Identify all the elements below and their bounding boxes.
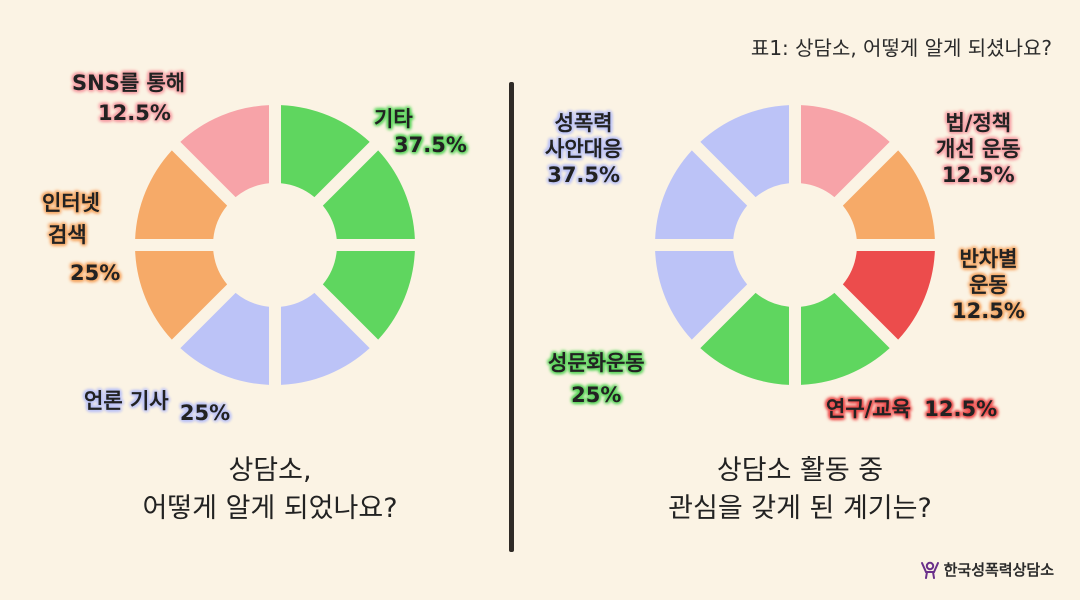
slice-label-violence-response-name-1: 성폭력 bbox=[554, 111, 613, 135]
slice-label-internet-name-1: 인터넷 bbox=[42, 191, 100, 215]
chart-1-slice-1-segment-3 bbox=[322, 250, 415, 340]
chart-2-slice-5 bbox=[655, 105, 790, 340]
chart-2-slice-4-segment-1 bbox=[800, 292, 890, 385]
person-arms-up-icon bbox=[920, 561, 939, 579]
chart-2-slice-2 bbox=[842, 150, 935, 240]
slice-label-press: 언론 기사 25% bbox=[84, 388, 230, 425]
chart-2-title: 상담소 활동 중 관심을 갖게 된 계기는? bbox=[585, 452, 1015, 528]
chart-1-slice-2-segment-1 bbox=[280, 292, 370, 385]
chart-2-slice-2-segment-1 bbox=[842, 150, 935, 240]
organization-name: 한국성폭력상담소 bbox=[943, 561, 1054, 579]
slice-label-sns-name: SNS를 통해 bbox=[72, 71, 186, 95]
slice-label-policy-value: 12.5% bbox=[941, 163, 1015, 187]
slice-label-anti-discrimination-value: 12.5% bbox=[952, 299, 1025, 323]
chart-2-slice-3-segment-1 bbox=[842, 250, 935, 340]
chart-2-title-line-1: 상담소 활동 중 bbox=[716, 455, 884, 486]
slice-label-etc-name: 기타 bbox=[374, 107, 413, 131]
chart-2-title-line-2: 관심을 갖게 된 계기는? bbox=[668, 493, 932, 524]
slice-label-sns: SNS를 통해 12.5% bbox=[72, 70, 185, 126]
slice-label-sex-culture: 성문화운동 25% bbox=[548, 350, 645, 408]
slice-label-internet-value: 25% bbox=[70, 261, 121, 285]
chart-1-slice-2-segment-2 bbox=[180, 292, 270, 385]
slice-label-policy-name-2: 개선 운동 bbox=[936, 137, 1021, 161]
slice-label-policy: 법/정책 개선 운동 12.5% bbox=[936, 110, 1021, 188]
chart-2-slice-5-segment-3 bbox=[700, 105, 790, 198]
chart-2-slice-1 bbox=[800, 105, 890, 198]
figure-caption: 표1: 상담소, 어떻게 알게 되셨나요? bbox=[750, 36, 1052, 60]
slice-label-internet-name-2: 검색 bbox=[48, 223, 87, 247]
slice-label-internet: 인터넷 검색 25% bbox=[42, 190, 120, 286]
organization-logo: 한국성폭력상담소 bbox=[920, 559, 1054, 580]
slice-label-violence-response: 성폭력 사안대응 37.5% bbox=[545, 110, 622, 188]
center-divider bbox=[509, 82, 514, 552]
slice-label-research-name: 연구/교육 bbox=[826, 397, 911, 421]
chart-2-slice-3 bbox=[842, 250, 935, 340]
slice-label-anti-discrimination: 반차별 운동 12.5% bbox=[952, 246, 1025, 324]
chart-1-slice-2 bbox=[180, 292, 370, 385]
slice-label-sex-culture-name: 성문화운동 bbox=[548, 351, 645, 375]
slice-label-press-value: 25% bbox=[179, 401, 231, 425]
slice-label-research: 연구/교육 12.5% bbox=[826, 396, 997, 422]
chart-2-slice-4 bbox=[700, 292, 890, 385]
chart-1-slice-4-segment-1 bbox=[180, 105, 270, 198]
chart-1-slice-3 bbox=[135, 150, 228, 340]
chart-2-slice-4-segment-2 bbox=[700, 292, 790, 385]
chart-1-slice-1-segment-1 bbox=[280, 105, 370, 198]
chart-1-title-line-1: 상담소, bbox=[228, 455, 312, 486]
slice-label-etc: 기타 37.5% bbox=[372, 106, 467, 158]
slice-label-violence-response-name-2: 사안대응 bbox=[545, 137, 623, 161]
chart-1-slice-3-segment-2 bbox=[135, 150, 228, 240]
slice-label-sns-value: 12.5% bbox=[98, 101, 171, 125]
chart-2-slice-1-segment-1 bbox=[800, 105, 890, 198]
slice-label-press-name: 언론 기사 bbox=[84, 389, 169, 413]
chart-2-slice-5-segment-1 bbox=[655, 250, 748, 340]
chart-1-title-line-2: 어떻게 알게 되었나요? bbox=[142, 493, 398, 524]
slice-label-sex-culture-value: 25% bbox=[571, 383, 622, 407]
slice-label-anti-discrimination-name-2: 운동 bbox=[969, 273, 1008, 297]
chart-2-slice-5-segment-2 bbox=[655, 150, 748, 240]
chart-1-slice-1-segment-2 bbox=[322, 150, 415, 240]
slice-label-etc-value: 37.5% bbox=[394, 133, 467, 157]
chart-1-title: 상담소, 어떻게 알게 되었나요? bbox=[60, 452, 480, 528]
chart-1-slice-4 bbox=[180, 105, 270, 198]
slice-label-research-value: 12.5% bbox=[924, 397, 998, 421]
slice-label-policy-name-1: 법/정책 bbox=[945, 111, 1012, 135]
slice-label-violence-response-value: 37.5% bbox=[547, 163, 621, 187]
slice-label-anti-discrimination-name-1: 반차별 bbox=[959, 247, 1018, 271]
chart-1-slice-3-segment-1 bbox=[135, 250, 228, 340]
